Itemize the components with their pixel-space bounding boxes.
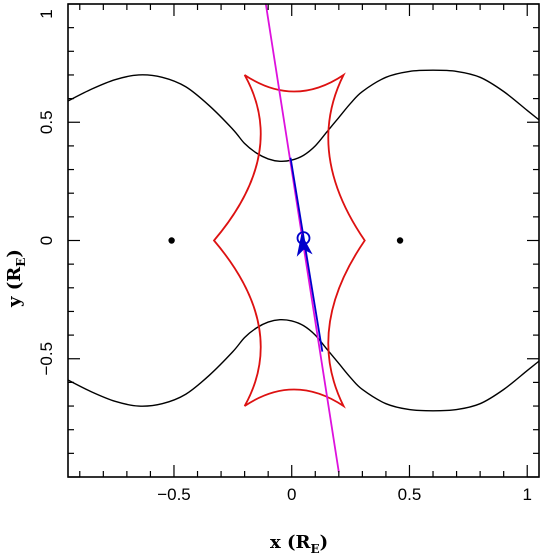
caustic-curve xyxy=(212,72,366,409)
lens-dot-2 xyxy=(396,237,404,244)
x-tick-label: 0.5 xyxy=(398,485,422,504)
lens-positions xyxy=(168,237,404,244)
y-tick-label: 1 xyxy=(37,9,56,18)
x-tick-label: 1 xyxy=(522,485,531,504)
x-tick-label: −0.5 xyxy=(157,485,191,504)
x-tick-label: 0 xyxy=(287,485,296,504)
y-tick-label: −0.5 xyxy=(37,342,56,376)
y-tick-label: 0 xyxy=(37,236,56,245)
critical-curve-lower xyxy=(67,318,540,412)
highlight-trajectory xyxy=(289,157,324,352)
axis-ticks xyxy=(68,3,539,478)
tick-labels: −0.5 0 0.5 1 −0.5 0 0.5 1 xyxy=(37,9,532,504)
lens-dot-1 xyxy=(168,237,175,244)
y-axis-label: y (RE) xyxy=(4,249,28,308)
direction-arrow xyxy=(296,233,313,257)
x-axis-label: x (RE) xyxy=(270,532,328,556)
critical-curve-upper xyxy=(67,69,540,163)
critical-curves xyxy=(67,69,540,412)
y-tick-label: 0.5 xyxy=(37,110,56,134)
